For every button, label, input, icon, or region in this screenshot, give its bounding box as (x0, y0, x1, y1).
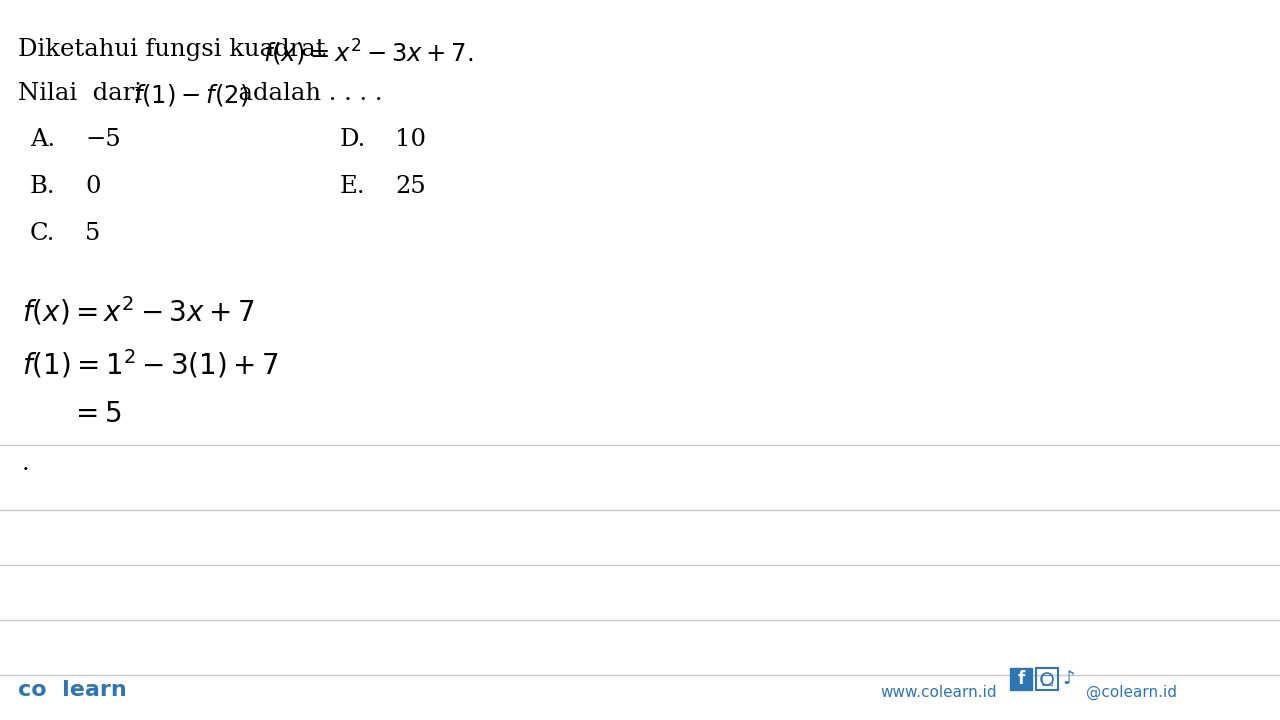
Text: 25: 25 (396, 175, 426, 198)
Bar (1010, 668, 1032, 690)
Text: $f(x) = x^2-3x+7$: $f(x) = x^2-3x+7$ (22, 295, 255, 328)
Text: ♪: ♪ (1062, 669, 1074, 688)
Text: 10: 10 (396, 128, 426, 151)
Text: 0: 0 (84, 175, 101, 198)
Text: co  learn: co learn (18, 680, 127, 700)
Text: E.: E. (340, 175, 366, 198)
Text: D.: D. (340, 128, 366, 151)
Text: Nilai  dari: Nilai dari (18, 82, 157, 105)
Text: f: f (1018, 670, 1024, 688)
Text: $f(1) - f(2)$: $f(1) - f(2)$ (133, 82, 248, 108)
Text: B.: B. (29, 175, 55, 198)
Text: 5: 5 (84, 222, 100, 245)
Text: □: □ (1041, 672, 1053, 686)
Text: −5: −5 (84, 128, 120, 151)
Text: www.colearn.id: www.colearn.id (881, 685, 997, 700)
Text: adalah . . . .: adalah . . . . (223, 82, 383, 105)
Text: $= 5$: $= 5$ (70, 400, 122, 428)
Text: C.: C. (29, 222, 55, 245)
Text: @colearn.id: @colearn.id (1085, 685, 1178, 700)
Text: $f(x) = x^2 - 3x + 7.$: $f(x) = x^2 - 3x + 7.$ (262, 38, 474, 68)
Text: A.: A. (29, 128, 55, 151)
Text: .: . (22, 452, 29, 475)
Text: Diketahui fungsi kuadrat: Diketahui fungsi kuadrat (18, 38, 333, 61)
Text: $f(1) = 1^2-3(1)+7$: $f(1) = 1^2-3(1)+7$ (22, 348, 279, 381)
Bar (1036, 668, 1059, 690)
